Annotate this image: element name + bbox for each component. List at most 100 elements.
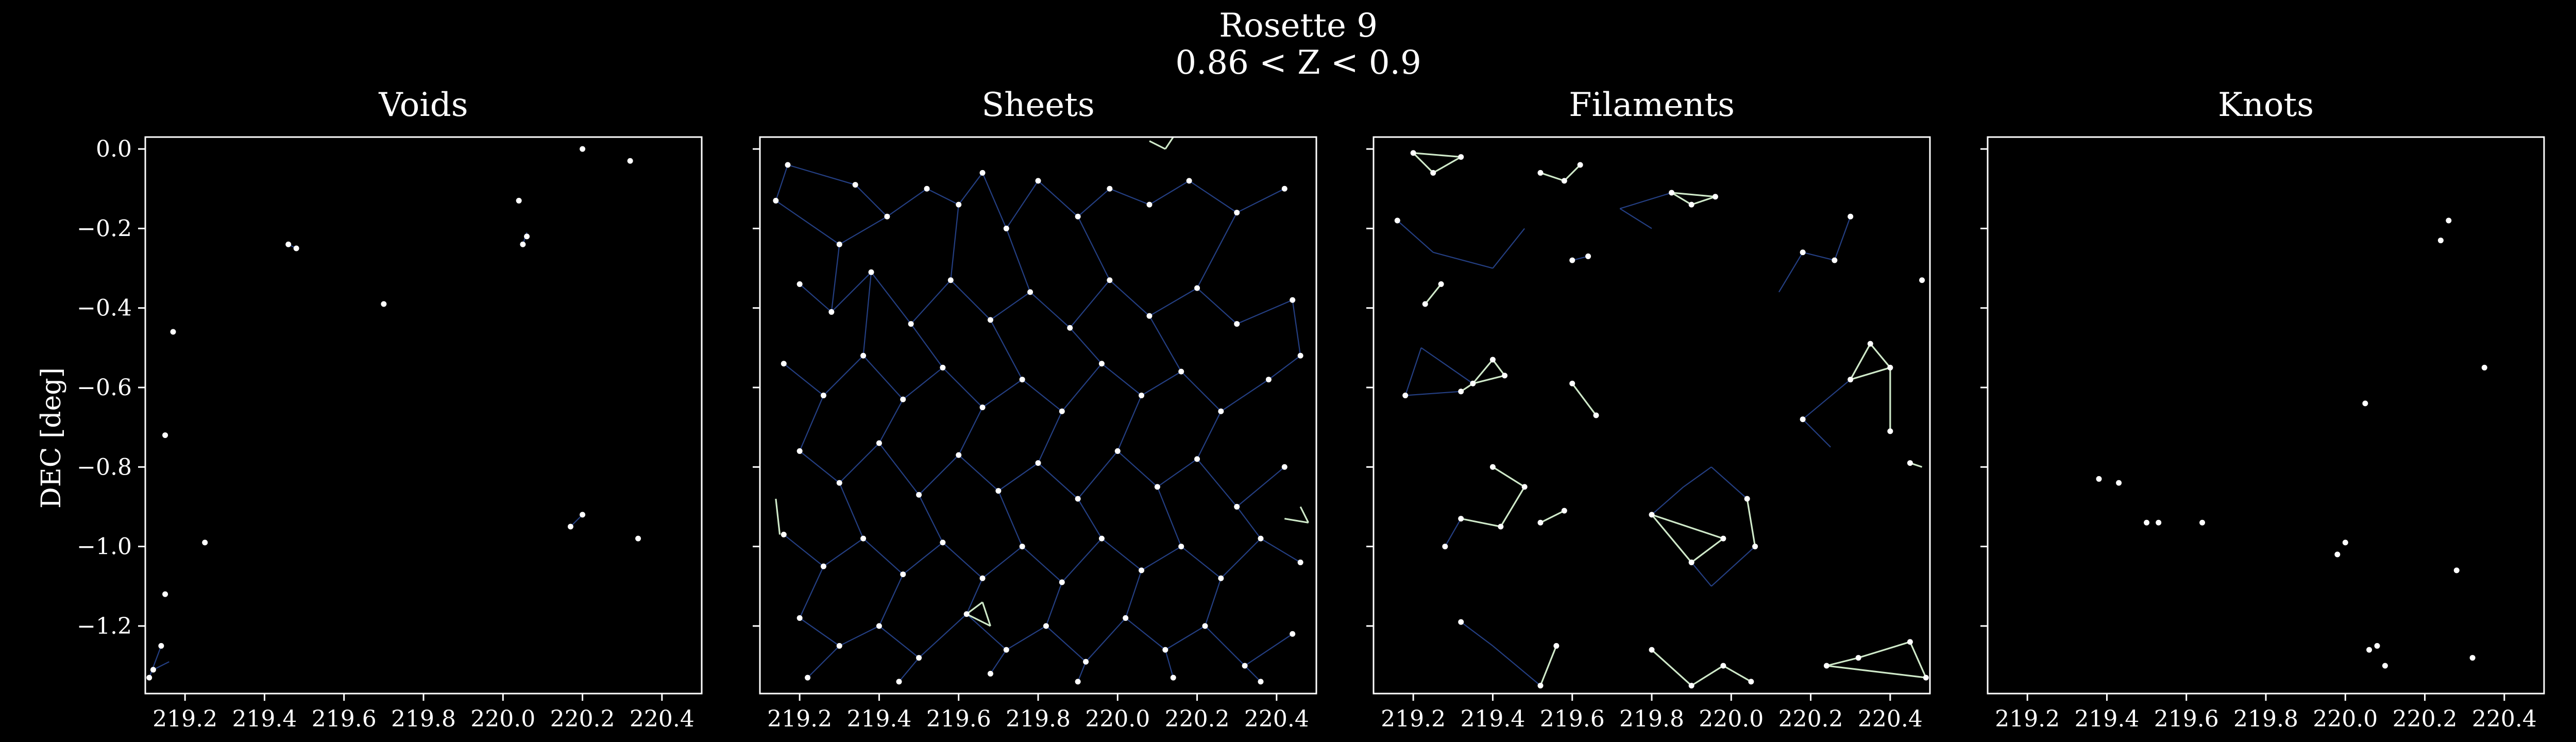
panel-title-filaments: Filaments: [1569, 86, 1735, 124]
sheets-x-tick-label: 220.2: [1165, 706, 1230, 732]
voids-x-tick-label: 219.6: [312, 706, 377, 732]
sheets-point: [785, 162, 791, 168]
filaments-point: [1688, 683, 1694, 689]
voids-point: [627, 158, 633, 164]
sheets-dim-edge: [783, 363, 824, 396]
sheets-dim-edge: [1165, 625, 1206, 651]
sheets-dim-edge: [1045, 582, 1063, 627]
filaments-bright-edge: [1651, 649, 1692, 686]
voids-y-tick-label: −0.6: [77, 375, 132, 401]
sheets-point: [947, 277, 954, 283]
filaments-bright-edge: [1671, 192, 1692, 206]
panel-content-knots: [2096, 217, 2487, 669]
sheets-point: [963, 611, 970, 617]
filaments-point: [1410, 150, 1416, 156]
sheets-point: [1186, 178, 1192, 184]
sheets-dim-edge: [1196, 212, 1238, 289]
sheets-point: [796, 615, 803, 621]
sheets-point: [1297, 559, 1303, 565]
filaments-bright-edge: [1461, 518, 1501, 528]
filaments-dim-edge: [1492, 228, 1526, 269]
filaments-dim-edge: [1802, 251, 1835, 261]
filaments-dim-edge: [1619, 208, 1652, 229]
filaments-dim-edge: [1802, 418, 1831, 448]
sheets-x-tick-label: 220.0: [1085, 706, 1150, 732]
sheets-point: [916, 655, 922, 661]
sheets-point: [868, 269, 874, 275]
filaments-bright-edge: [1671, 192, 1716, 198]
filaments-point: [1867, 341, 1873, 347]
sheets-dim-edge: [990, 291, 1031, 321]
filaments-point: [1489, 464, 1496, 470]
voids-point: [146, 674, 152, 681]
knots-point: [2342, 539, 2348, 546]
filaments-point: [1649, 512, 1655, 518]
filaments-bright-edge: [1691, 665, 1724, 686]
sheets-point: [1297, 352, 1303, 359]
sheets-bright-edge: [1299, 506, 1310, 524]
sheets-dim-edge: [1006, 625, 1046, 651]
voids-point: [162, 591, 168, 597]
sheets-point: [1218, 575, 1224, 581]
voids-y-tick-label: −1.0: [77, 534, 132, 560]
knots-x-tick-label: 219.8: [2233, 706, 2298, 732]
sheets-point: [1019, 377, 1025, 383]
knots-point: [2096, 476, 2102, 482]
voids-x-tick-label: 219.8: [391, 706, 456, 732]
sheets-point: [979, 404, 986, 411]
voids-x-tick-label: 219.2: [152, 706, 217, 732]
sheets-x-tick-label: 219.6: [926, 706, 991, 732]
sheets-point: [1043, 623, 1049, 629]
sheets-dim-edge: [1244, 633, 1293, 666]
voids-point: [170, 329, 176, 335]
panel-frame-voids: [144, 136, 703, 695]
knots-point: [2481, 364, 2487, 370]
sheets-dim-edge: [1196, 411, 1222, 460]
knots-point: [2446, 217, 2452, 224]
filaments-point: [1561, 178, 1567, 184]
filaments-bright-edge: [1540, 172, 1565, 182]
sheets-dim-edge: [878, 399, 904, 444]
sheets-dim-edge: [1260, 538, 1301, 563]
voids-dim-edge: [148, 646, 162, 678]
sheets-point: [1035, 178, 1041, 184]
panel-title-knots: Knots: [2217, 86, 2314, 124]
sheets-point: [987, 670, 993, 677]
sheets-dim-edge: [1006, 180, 1039, 229]
sheets-dim-edge: [1141, 546, 1182, 571]
sheets-dim-edge: [1180, 371, 1222, 412]
sheets-point: [900, 571, 906, 578]
sheets-point: [820, 392, 826, 398]
filaments-point: [1498, 524, 1504, 530]
filaments-point: [1720, 535, 1726, 542]
knots-x-tick-label: 220.4: [2472, 706, 2537, 732]
sheets-dim-edge: [982, 546, 1023, 579]
sheets-dim-edge: [1006, 228, 1031, 293]
knots-point: [2366, 647, 2372, 653]
sheets-dim-edge: [871, 272, 912, 325]
filaments-point: [1688, 559, 1694, 565]
sheets-dim-edge: [1164, 649, 1174, 678]
filaments-bright-edge: [1472, 375, 1505, 384]
sheets-dim-edge: [1244, 665, 1261, 682]
voids-point: [520, 241, 526, 247]
filaments-bright-edge: [1826, 665, 1926, 679]
filaments-point: [1887, 428, 1893, 434]
filaments-point: [1823, 663, 1829, 669]
sheets-bright-edge: [966, 613, 991, 627]
filaments-point: [1848, 377, 1854, 383]
sheets-bright-edge: [775, 498, 781, 535]
filaments-x-tick-label: 220.4: [1858, 706, 1923, 732]
sheets-dim-edge: [799, 566, 824, 618]
sheets-point: [1178, 544, 1184, 550]
filaments-bright-edge: [1746, 498, 1756, 547]
sheets-point: [1123, 615, 1129, 621]
sheets-dim-edge: [1221, 379, 1269, 412]
filaments-point: [1489, 357, 1496, 363]
sheets-dim-edge: [1085, 617, 1126, 663]
sheets-point: [940, 539, 946, 546]
sheets-point: [1075, 213, 1081, 220]
filaments-dim-edge: [1683, 466, 1712, 487]
panel-title-sheets: Sheets: [981, 86, 1095, 124]
